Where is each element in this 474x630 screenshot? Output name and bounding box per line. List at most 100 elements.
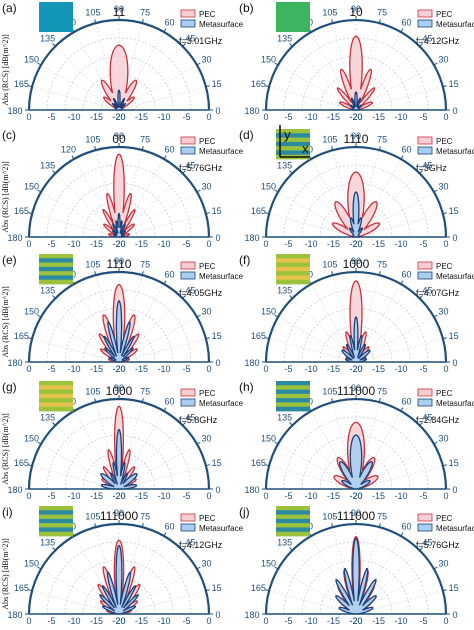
grid-spoke xyxy=(118,550,183,615)
r-tick-label: -20 xyxy=(349,239,362,249)
theta-tick-label: 135 xyxy=(40,538,55,548)
theta-tick xyxy=(163,532,167,537)
theta-tick-label: 15 xyxy=(212,79,222,89)
swatch-stripe xyxy=(276,531,310,537)
swatch-stripe xyxy=(276,523,310,528)
r-tick-label: -10 xyxy=(394,491,407,501)
swatch-stripe xyxy=(276,527,310,533)
grid-spoke xyxy=(355,46,420,111)
theta-tick xyxy=(265,589,270,592)
theta-tick-label: 150 xyxy=(261,559,276,569)
swatch-stripe xyxy=(276,398,310,403)
legend-metasurface-swatch xyxy=(180,271,196,280)
metasurface-swatch-icon: yx xyxy=(276,125,310,160)
frequency-label: f=4.12GHz xyxy=(416,36,460,46)
legend-metasurface-swatch xyxy=(417,271,433,280)
r-tick-label: 0 xyxy=(26,239,31,249)
theta-tick-label: 45 xyxy=(422,161,432,171)
swatch-stripe xyxy=(276,254,310,259)
grid-spoke xyxy=(355,535,402,615)
swatch-stripe xyxy=(39,381,73,386)
grid-spoke xyxy=(40,64,120,111)
theta-tick xyxy=(442,589,447,592)
panel-letter: (a) xyxy=(2,1,17,15)
theta-tick-label: 150 xyxy=(24,182,39,192)
grid-spoke xyxy=(355,213,443,238)
theta-tick xyxy=(182,547,186,551)
grid-spoke xyxy=(310,283,357,363)
theta-tick xyxy=(433,62,438,66)
theta-tick xyxy=(28,85,33,88)
legend-pec-label: PEC xyxy=(436,262,453,271)
r-tick-label: -5 xyxy=(419,112,427,122)
r-tick-label: -15 xyxy=(135,239,148,249)
theta-tick-label: 45 xyxy=(422,286,432,296)
r-tick-label: -15 xyxy=(135,616,148,626)
grid-spoke xyxy=(355,158,402,238)
r-tick-label: -10 xyxy=(394,364,407,374)
legend-metasurface-label: Metasurface xyxy=(436,524,474,533)
r-tick-label: -20 xyxy=(112,239,125,249)
r-tick-label: -5 xyxy=(182,112,190,122)
legend-metasurface-label: Metasurface xyxy=(199,272,244,281)
metasurface-swatch-icon xyxy=(39,381,73,412)
theta-tick xyxy=(182,170,186,174)
grid-spoke xyxy=(55,173,120,238)
theta-tick-label: 0 xyxy=(452,358,457,368)
legend-pec-swatch xyxy=(180,513,196,522)
theta-tick xyxy=(28,337,33,340)
legend-metasurface-label: Metasurface xyxy=(199,524,244,533)
r-tick-label: -5 xyxy=(284,491,292,501)
r-tick-label: -15 xyxy=(135,112,148,122)
frequency-label: f=2.84GHz xyxy=(416,415,460,425)
theta-tick-label: 45 xyxy=(422,413,432,423)
metasurface-swatch-icon xyxy=(276,381,310,412)
r-tick-label: -20 xyxy=(349,364,362,374)
theta-tick-label: 90 xyxy=(351,383,361,393)
swatch-stripe xyxy=(39,279,73,285)
frequency-label: f=5.76GHz xyxy=(416,540,460,550)
swatch-stripe xyxy=(276,381,310,386)
grid-spoke xyxy=(310,535,357,615)
legend-pec-label: PEC xyxy=(199,389,216,398)
theta-tick-label: 135 xyxy=(40,286,55,296)
legend-pec-label: PEC xyxy=(436,514,453,523)
theta-tick xyxy=(163,28,167,33)
r-tick-label: -10 xyxy=(67,616,80,626)
theta-tick xyxy=(378,523,381,528)
grid-spoke xyxy=(118,535,165,615)
legend-pec-label: PEC xyxy=(199,10,216,19)
theta-tick xyxy=(442,464,447,467)
legend-metasurface-label: Metasurface xyxy=(436,20,474,29)
grid-spoke xyxy=(332,150,357,238)
r-tick-label: 0 xyxy=(263,364,268,374)
r-tick-label: -5 xyxy=(47,112,55,122)
theta-tick-label: 30 xyxy=(438,434,448,444)
r-tick-label: -10 xyxy=(157,364,170,374)
r-tick-label: -20 xyxy=(349,239,362,249)
theta-tick-label: 30 xyxy=(438,182,448,192)
grid-spoke xyxy=(118,590,206,615)
theta-tick-label: 150 xyxy=(261,434,276,444)
theta-tick xyxy=(442,85,447,88)
panel-letter: (h) xyxy=(239,380,254,394)
coding-sequence-label: 1110 xyxy=(344,132,369,146)
r-tick-label: -5 xyxy=(284,112,292,122)
r-tick-label: -15 xyxy=(327,616,340,626)
theta-tick-label: 165 xyxy=(251,583,266,593)
grid-spoke xyxy=(269,465,357,490)
swatch-stripe xyxy=(276,514,310,520)
theta-tick-label: 90 xyxy=(114,383,124,393)
grid-spoke xyxy=(118,298,183,363)
r-tick-label: -20 xyxy=(349,491,362,501)
r-tick-label: 0 xyxy=(263,112,268,122)
theta-tick-label: 75 xyxy=(140,134,150,144)
theta-tick-label: 90 xyxy=(114,4,124,14)
panel-letter: (i) xyxy=(2,505,13,519)
theta-tick xyxy=(442,337,447,340)
theta-tick-label: 15 xyxy=(212,583,222,593)
swatch-stripe xyxy=(39,506,73,511)
grid-spoke xyxy=(332,23,357,111)
theta-tick xyxy=(400,280,404,285)
legend-metasurface-label: Metasurface xyxy=(436,147,474,156)
